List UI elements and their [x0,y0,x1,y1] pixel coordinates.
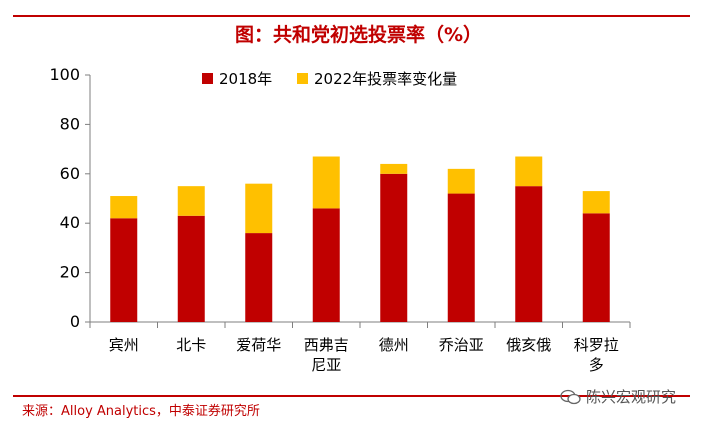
bar-2018 [582,213,610,322]
bar-2018 [312,208,340,322]
chart-title: 图：共和党初选投票率（%） [234,24,483,46]
x-category-label: 科罗拉 [574,336,619,354]
watermark-text: 陈兴宏观研究 [586,388,677,406]
legend-swatch [202,73,213,84]
y-tick-label: 0 [70,312,80,331]
bar-2022-change [447,168,475,194]
legend: 2018年 2022年投票率变化量 [202,70,457,88]
bar-2018 [447,193,475,322]
x-category-label: 乔治亚 [439,336,484,354]
legend-label: 2018年 [219,70,272,88]
legend-label: 2022年投票率变化量 [314,70,457,88]
x-category-label: 尼亚 [311,356,341,374]
bar-2022-change [312,156,340,209]
bar-2022-change [515,156,543,187]
source-note: 来源：Alloy Analytics，中泰证券研究所 [22,404,260,419]
source-top-rule [13,395,690,397]
y-tick-label: 20 [60,263,80,282]
bar-2018 [245,233,273,322]
bar-2022-change [582,191,610,214]
x-category-label: 北卡 [176,336,206,354]
watermark: 陈兴宏观研究 [560,386,676,407]
y-tick-label: 40 [60,213,80,232]
bar-2018 [110,218,138,322]
y-tick-label: 100 [49,65,80,84]
x-category-label: 爱荷华 [236,336,281,354]
x-category-label: 德州 [379,336,409,354]
legend-swatch [297,73,308,84]
bar-2018 [380,173,408,322]
y-tick-label: 80 [60,114,80,133]
bars-group [110,156,610,322]
y-tick-label: 60 [60,164,80,183]
x-category-label: 西弗吉 [304,336,349,354]
title-top-rule [13,15,690,17]
bar-2018 [177,215,205,322]
wechat-icon [560,389,581,404]
bar-2022-change [245,183,273,234]
bar-2022-change [380,163,408,174]
x-category-label: 多 [589,356,604,374]
x-category-label: 宾州 [109,336,139,354]
bar-2022-change [110,196,138,219]
bar-2018 [515,186,543,322]
bar-2022-change [177,186,205,216]
x-category-label: 俄亥俄 [506,336,551,354]
